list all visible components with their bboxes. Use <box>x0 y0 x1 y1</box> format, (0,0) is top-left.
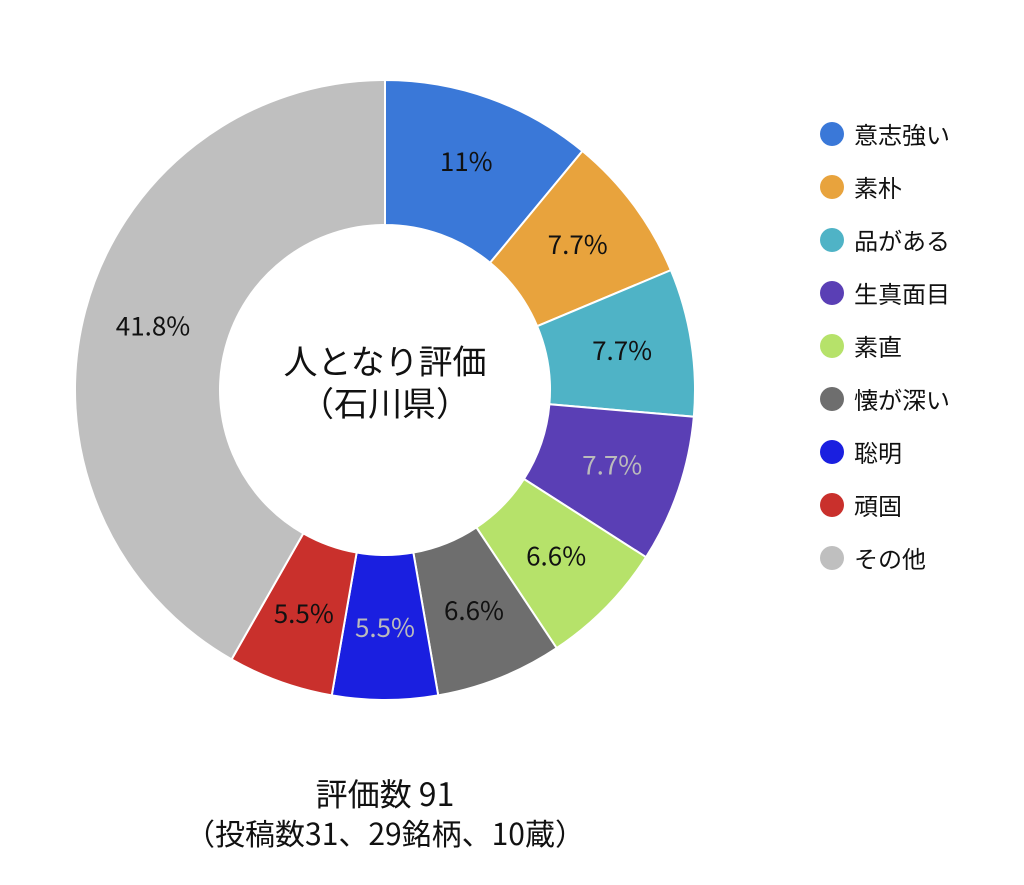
legend-item-3: 生真面目 <box>820 275 950 310</box>
legend-label: 素朴 <box>854 169 902 204</box>
legend-item-2: 品がある <box>820 222 950 257</box>
legend-item-6: 聡明 <box>820 434 950 469</box>
slice-label-8: 41.8% <box>116 307 190 344</box>
legend-dot-icon <box>820 281 844 305</box>
legend: 意志強い素朴品がある生真面目素直懐が深い聡明頑固その他 <box>820 116 950 593</box>
legend-label: その他 <box>854 540 926 575</box>
slice-label-0: 11% <box>440 142 493 179</box>
legend-item-1: 素朴 <box>820 169 950 204</box>
legend-dot-icon <box>820 387 844 411</box>
slice-label-3: 7.7% <box>582 445 642 482</box>
slice-label-6: 5.5% <box>355 608 415 645</box>
legend-dot-icon <box>820 440 844 464</box>
legend-item-5: 懐が深い <box>820 381 950 416</box>
legend-dot-icon <box>820 493 844 517</box>
slice-label-2: 7.7% <box>592 331 652 368</box>
slice-label-4: 6.6% <box>526 536 586 573</box>
legend-label: 意志強い <box>854 116 950 151</box>
legend-label: 品がある <box>854 222 950 257</box>
legend-label: 生真面目 <box>854 275 950 310</box>
legend-dot-icon <box>820 175 844 199</box>
chart-container: 11%7.7%7.7%7.7%6.6%6.6%5.5%5.5%41.8%人となり… <box>0 0 1024 885</box>
legend-dot-icon <box>820 546 844 570</box>
legend-label: 懐が深い <box>854 381 950 416</box>
legend-dot-icon <box>820 228 844 252</box>
center-title-line-2: （石川県） <box>300 377 470 426</box>
legend-dot-icon <box>820 334 844 358</box>
slice-label-1: 7.7% <box>548 225 608 262</box>
legend-item-7: 頑固 <box>820 487 950 522</box>
legend-item-8: その他 <box>820 540 950 575</box>
legend-label: 素直 <box>854 328 902 363</box>
footer-line-2: （投稿数31、29銘柄、10蔵） <box>0 810 770 854</box>
slice-label-5: 6.6% <box>444 591 504 628</box>
legend-dot-icon <box>820 122 844 146</box>
legend-label: 頑固 <box>854 487 902 522</box>
legend-item-0: 意志強い <box>820 116 950 151</box>
legend-label: 聡明 <box>854 434 902 469</box>
slice-label-7: 5.5% <box>274 594 334 631</box>
legend-item-4: 素直 <box>820 328 950 363</box>
